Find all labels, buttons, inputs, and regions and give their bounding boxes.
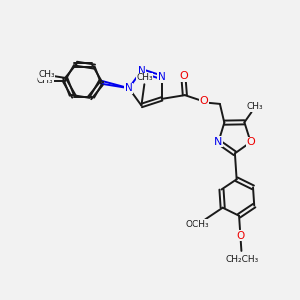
Text: N: N xyxy=(158,72,166,82)
Text: CH₂CH₃: CH₂CH₃ xyxy=(225,255,259,264)
Text: N: N xyxy=(125,83,133,93)
Text: CH₃: CH₃ xyxy=(38,70,55,80)
Text: CH₃: CH₃ xyxy=(37,76,53,85)
Text: O: O xyxy=(179,71,188,81)
Text: CH₃: CH₃ xyxy=(136,73,153,82)
Text: OCH₃: OCH₃ xyxy=(186,220,209,229)
Text: N: N xyxy=(214,137,223,147)
Text: N: N xyxy=(137,66,145,76)
Text: CH₃: CH₃ xyxy=(247,102,263,111)
Text: O: O xyxy=(199,96,208,106)
Text: O: O xyxy=(236,231,244,241)
Text: O: O xyxy=(246,137,255,147)
